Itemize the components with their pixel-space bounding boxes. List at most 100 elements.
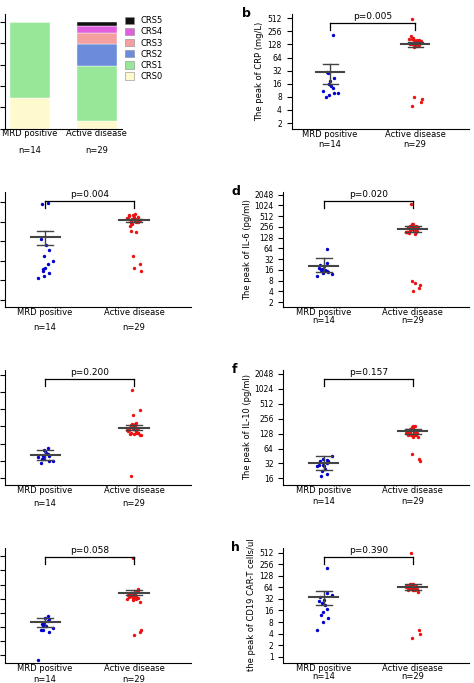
Point: [137, 624, 145, 635]
Point: [132, 426, 140, 437]
Text: p=0.004: p=0.004: [70, 190, 109, 199]
Point: [321, 463, 328, 474]
Point: [126, 428, 133, 439]
Point: [324, 68, 331, 79]
Point: [129, 593, 137, 604]
Point: [328, 269, 336, 280]
Point: [417, 36, 424, 46]
Point: [127, 471, 135, 482]
Point: [128, 218, 135, 229]
Point: [136, 596, 144, 607]
Point: [45, 614, 53, 625]
Point: [404, 582, 411, 593]
Point: [313, 624, 320, 635]
Point: [130, 212, 137, 223]
Point: [411, 229, 419, 240]
Point: [323, 244, 331, 255]
Point: [412, 426, 420, 437]
Text: n=29: n=29: [404, 140, 427, 149]
Y-axis label: The peak of CRP (mg/L): The peak of CRP (mg/L): [255, 21, 264, 121]
Point: [406, 579, 414, 590]
Point: [132, 417, 140, 428]
Point: [131, 419, 138, 430]
Point: [406, 228, 413, 239]
Point: [410, 582, 418, 593]
Point: [322, 92, 330, 102]
Point: [40, 450, 47, 461]
Point: [411, 277, 419, 288]
Point: [412, 430, 420, 441]
Point: [127, 216, 135, 227]
Point: [45, 450, 53, 461]
Point: [408, 633, 415, 644]
Point: [128, 219, 136, 229]
Point: [406, 223, 414, 234]
Point: [415, 34, 422, 45]
Point: [408, 448, 415, 459]
Point: [408, 224, 415, 235]
Point: [413, 40, 421, 51]
Point: [412, 37, 419, 48]
Point: [412, 37, 419, 48]
Point: [129, 421, 137, 432]
Point: [413, 36, 421, 47]
Point: [415, 624, 423, 635]
Text: n=29: n=29: [401, 497, 424, 506]
Point: [45, 610, 52, 621]
Y-axis label: the peak of CD19 CAR-T cells/ul: the peak of CD19 CAR-T cells/ul: [247, 539, 256, 671]
Point: [132, 214, 140, 225]
Point: [320, 261, 328, 272]
Point: [124, 425, 131, 436]
Point: [45, 268, 53, 279]
Point: [418, 94, 426, 104]
Point: [129, 553, 137, 563]
Point: [128, 385, 136, 395]
Point: [330, 72, 337, 83]
Point: [329, 29, 337, 40]
Point: [403, 227, 410, 238]
Point: [407, 225, 414, 236]
Text: n=14: n=14: [34, 675, 56, 683]
Point: [404, 227, 411, 238]
Point: [318, 471, 325, 482]
Point: [42, 447, 50, 458]
Point: [328, 451, 336, 462]
Point: [323, 66, 331, 77]
Point: [316, 460, 323, 471]
Text: b: b: [242, 7, 251, 20]
Point: [408, 430, 415, 441]
Point: [124, 212, 131, 223]
Text: n=14: n=14: [319, 140, 342, 149]
Point: [137, 259, 144, 270]
Point: [124, 214, 132, 225]
Point: [316, 596, 323, 607]
Point: [323, 257, 331, 268]
Point: [410, 579, 417, 589]
Point: [137, 404, 144, 415]
Text: h: h: [231, 541, 240, 554]
Text: n=29: n=29: [123, 323, 146, 332]
Point: [409, 432, 417, 443]
Point: [38, 198, 46, 209]
Point: [405, 33, 413, 44]
Point: [131, 421, 138, 432]
Point: [319, 466, 326, 477]
Text: d: d: [231, 185, 240, 198]
Text: p=0.157: p=0.157: [349, 368, 388, 377]
Point: [408, 579, 415, 589]
Point: [313, 461, 320, 472]
Point: [131, 213, 138, 224]
Point: [125, 591, 133, 602]
Point: [40, 264, 47, 275]
Point: [410, 42, 418, 53]
Point: [409, 13, 416, 24]
Point: [411, 583, 419, 594]
Point: [402, 226, 410, 237]
Point: [404, 222, 411, 233]
Point: [132, 425, 139, 436]
Point: [134, 593, 141, 604]
Point: [134, 423, 141, 434]
Point: [132, 427, 140, 438]
Point: [324, 603, 331, 614]
Point: [410, 39, 418, 50]
